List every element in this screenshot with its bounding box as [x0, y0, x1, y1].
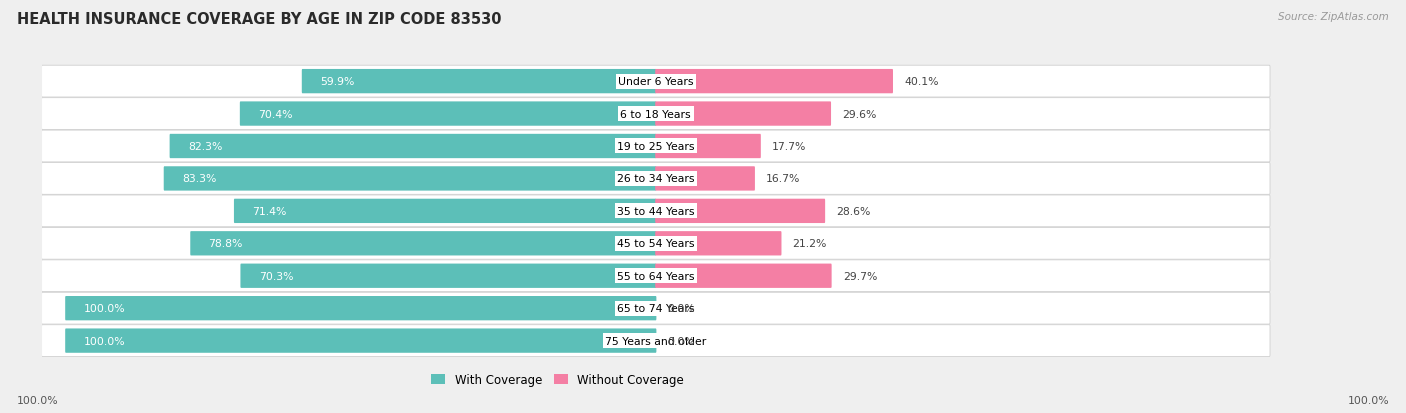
- Text: 29.6%: 29.6%: [842, 109, 876, 119]
- Text: 100.0%: 100.0%: [83, 336, 125, 346]
- FancyBboxPatch shape: [655, 70, 893, 94]
- Text: 29.7%: 29.7%: [842, 271, 877, 281]
- FancyBboxPatch shape: [170, 135, 657, 159]
- Text: 16.7%: 16.7%: [766, 174, 800, 184]
- FancyBboxPatch shape: [42, 66, 1270, 98]
- Text: 75 Years and older: 75 Years and older: [605, 336, 706, 346]
- Text: 55 to 64 Years: 55 to 64 Years: [617, 271, 695, 281]
- FancyBboxPatch shape: [655, 135, 761, 159]
- Text: Source: ZipAtlas.com: Source: ZipAtlas.com: [1278, 12, 1389, 22]
- FancyBboxPatch shape: [240, 102, 657, 126]
- Text: HEALTH INSURANCE COVERAGE BY AGE IN ZIP CODE 83530: HEALTH INSURANCE COVERAGE BY AGE IN ZIP …: [17, 12, 502, 27]
- Legend: With Coverage, Without Coverage: With Coverage, Without Coverage: [432, 373, 685, 386]
- FancyBboxPatch shape: [42, 292, 1270, 324]
- Text: 70.4%: 70.4%: [259, 109, 292, 119]
- Text: 59.9%: 59.9%: [321, 77, 354, 87]
- FancyBboxPatch shape: [233, 199, 657, 223]
- Text: 6 to 18 Years: 6 to 18 Years: [620, 109, 692, 119]
- Text: 83.3%: 83.3%: [181, 174, 217, 184]
- Text: 71.4%: 71.4%: [252, 206, 287, 216]
- FancyBboxPatch shape: [655, 102, 831, 126]
- FancyBboxPatch shape: [42, 131, 1270, 162]
- Text: 100.0%: 100.0%: [17, 395, 59, 405]
- Text: 35 to 44 Years: 35 to 44 Years: [617, 206, 695, 216]
- Text: 21.2%: 21.2%: [793, 239, 827, 249]
- FancyBboxPatch shape: [302, 70, 657, 94]
- Text: 17.7%: 17.7%: [772, 142, 807, 152]
- Text: 26 to 34 Years: 26 to 34 Years: [617, 174, 695, 184]
- FancyBboxPatch shape: [42, 98, 1270, 130]
- Text: 40.1%: 40.1%: [904, 77, 939, 87]
- Text: 70.3%: 70.3%: [259, 271, 294, 281]
- FancyBboxPatch shape: [190, 232, 657, 256]
- FancyBboxPatch shape: [42, 260, 1270, 292]
- FancyBboxPatch shape: [42, 325, 1270, 357]
- Text: 0.0%: 0.0%: [668, 304, 696, 313]
- FancyBboxPatch shape: [163, 167, 657, 191]
- Text: 19 to 25 Years: 19 to 25 Years: [617, 142, 695, 152]
- Text: 100.0%: 100.0%: [83, 304, 125, 313]
- Text: 0.0%: 0.0%: [668, 336, 696, 346]
- FancyBboxPatch shape: [42, 195, 1270, 227]
- Text: Under 6 Years: Under 6 Years: [619, 77, 693, 87]
- Text: 45 to 54 Years: 45 to 54 Years: [617, 239, 695, 249]
- FancyBboxPatch shape: [655, 167, 755, 191]
- FancyBboxPatch shape: [240, 264, 657, 288]
- Text: 82.3%: 82.3%: [188, 142, 222, 152]
- Text: 28.6%: 28.6%: [837, 206, 870, 216]
- FancyBboxPatch shape: [42, 163, 1270, 195]
- FancyBboxPatch shape: [42, 228, 1270, 259]
- Text: 78.8%: 78.8%: [208, 239, 243, 249]
- FancyBboxPatch shape: [655, 264, 831, 288]
- Text: 100.0%: 100.0%: [1347, 395, 1389, 405]
- FancyBboxPatch shape: [655, 199, 825, 223]
- Text: 65 to 74 Years: 65 to 74 Years: [617, 304, 695, 313]
- FancyBboxPatch shape: [65, 329, 657, 353]
- FancyBboxPatch shape: [655, 232, 782, 256]
- FancyBboxPatch shape: [65, 296, 657, 320]
